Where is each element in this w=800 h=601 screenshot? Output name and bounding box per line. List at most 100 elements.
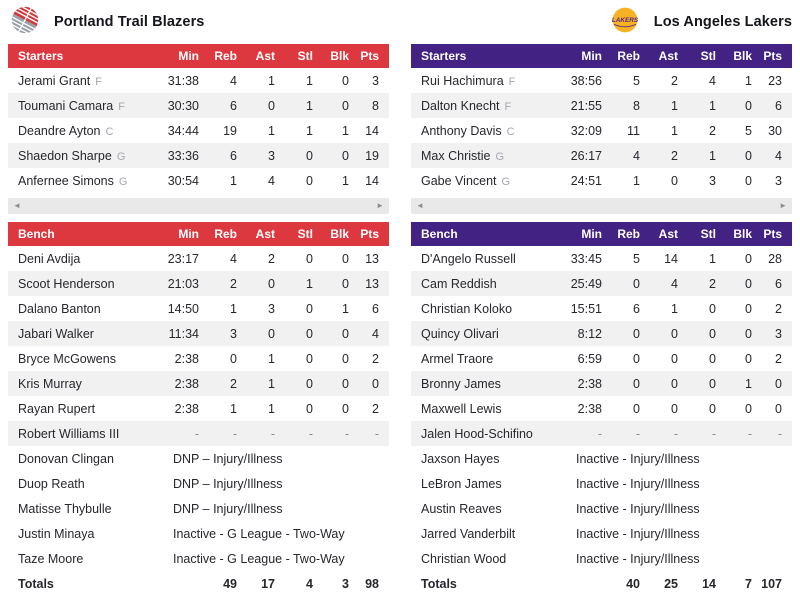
player-name-cell: Toumani Camara F <box>8 93 149 118</box>
stat-pts: 2 <box>372 401 379 416</box>
player-name-cell: Deandre Ayton C <box>8 118 149 143</box>
stat-reb: 0 <box>230 351 237 366</box>
player-row: Scoot Henderson 21:03 2 0 1 0 13 <box>8 271 389 296</box>
stat-min: 2:38 <box>577 401 602 416</box>
totals-label: Totals <box>421 576 457 591</box>
stat-stl: 1 <box>306 123 313 138</box>
total-stl: 4 <box>306 576 313 591</box>
player-name: Kris Murray <box>18 376 82 391</box>
player-name-cell: Cam Reddish <box>411 271 552 296</box>
stat-blk: - <box>716 421 752 446</box>
stat-blk: 0 <box>745 351 752 366</box>
total-ast: 17 <box>261 576 275 591</box>
bench-header-row: Bench Min Reb Ast Stl Blk Pts <box>8 222 389 246</box>
player-status: Inactive - Injury/Illness <box>576 526 700 541</box>
section-label: Bench <box>411 222 552 246</box>
lakers-horizontal-scrollbar[interactable]: ◄ ► <box>411 198 792 214</box>
stat-ast: 0 <box>237 93 275 118</box>
player-row: Jabari Walker 11:34 3 0 0 0 4 <box>8 321 389 346</box>
col-header-min: Min <box>149 222 199 246</box>
player-name: Jerami Grant <box>18 73 91 88</box>
player-row: Deandre Ayton C 34:44 19 1 1 1 14 <box>8 118 389 143</box>
player-name: Christian Wood <box>421 551 507 566</box>
stat-min: 2:38 <box>174 401 199 416</box>
stat-reb: 8 <box>602 93 640 118</box>
stat-blk: 0 <box>745 301 752 316</box>
scroll-left-icon[interactable]: ◄ <box>416 201 424 210</box>
stat-pts: - <box>349 421 389 446</box>
total-pts: 107 <box>761 576 782 591</box>
stat-pts: 0 <box>775 401 782 416</box>
player-row: Bronny James 2:38 0 0 0 1 0 <box>411 371 792 396</box>
col-header-blk: Blk <box>716 44 752 68</box>
scroll-right-icon[interactable]: ► <box>376 201 384 210</box>
stat-reb: 0 <box>602 321 640 346</box>
total-blk: 3 <box>342 576 349 591</box>
stat-ast: 2 <box>640 143 678 168</box>
stat-ast: 0 <box>640 321 678 346</box>
player-row: Cam Reddish 25:49 0 4 2 0 6 <box>411 271 792 296</box>
section-label: Bench <box>8 222 149 246</box>
stat-min: 31:38 <box>167 73 199 88</box>
stat-blk: 0 <box>342 351 349 366</box>
starters-header-row: Starters Min Reb Ast Stl Blk Pts <box>8 44 389 68</box>
player-name-cell: Jaxson Hayes <box>411 446 552 471</box>
starters-header-row: Starters Min Reb Ast Stl Blk Pts <box>411 44 792 68</box>
stat-pts: 4 <box>752 143 792 168</box>
stat-stl: - <box>678 421 716 446</box>
player-row: Justin Minaya Inactive - G League - Two-W… <box>8 521 389 546</box>
stat-blk: 0 <box>716 93 752 118</box>
player-status: Inactive - G League - Two-Way <box>173 551 345 566</box>
player-position: F <box>118 100 125 113</box>
col-header-reb: Reb <box>199 222 237 246</box>
stat-pts: 3 <box>775 173 782 188</box>
team-name: Los Angeles Lakers <box>653 14 792 30</box>
player-name-cell: Bronny James <box>411 371 552 396</box>
total-stl: 14 <box>702 576 716 591</box>
stat-reb: 6 <box>199 143 237 168</box>
stat-blk: 0 <box>342 251 349 266</box>
stat-reb: 11 <box>627 123 640 138</box>
player-name-cell: Armel Traore <box>411 346 552 371</box>
player-name-cell: Anthony Davis C <box>411 118 552 143</box>
player-row: Jerami Grant F 31:38 4 1 1 0 3 <box>8 68 389 93</box>
stat-pts: 30 <box>768 123 782 138</box>
stat-blk: 0 <box>745 401 752 416</box>
stat-ast: 4 <box>268 173 275 188</box>
col-header-min: Min <box>149 44 199 68</box>
stat-stl: - <box>275 421 313 446</box>
stat-reb: 5 <box>633 251 640 266</box>
stat-stl: 0 <box>678 371 716 396</box>
col-header-stl: Stl <box>678 44 716 68</box>
player-name: D'Angelo Russell <box>421 251 516 266</box>
stat-blk: 0 <box>716 271 752 296</box>
trail-blazers-horizontal-scrollbar[interactable]: ◄ ► <box>8 198 389 214</box>
player-name: Shaedon Sharpe <box>18 148 112 163</box>
stat-min: 32:09 <box>570 123 602 138</box>
stat-reb: 1 <box>230 401 237 416</box>
stat-stl: 0 <box>306 173 313 188</box>
player-name: Robert Williams III <box>18 426 120 441</box>
player-name: Duop Reath <box>18 476 85 491</box>
player-status: DNP – Injury/Illness <box>173 476 283 491</box>
scroll-left-icon[interactable]: ◄ <box>13 201 21 210</box>
stat-pts: 4 <box>349 321 389 346</box>
col-header-stl: Stl <box>275 44 313 68</box>
player-position: G <box>495 150 505 163</box>
stat-ast: 1 <box>671 123 678 138</box>
player-status: Inactive - Injury/Illness <box>576 476 700 491</box>
player-row: Maxwell Lewis 2:38 0 0 0 0 0 <box>411 396 792 421</box>
stat-pts: 14 <box>365 123 379 138</box>
player-name: Quincy Olivari <box>421 326 499 341</box>
total-blk: 7 <box>745 576 752 591</box>
stat-reb: - <box>602 421 640 446</box>
col-header-pts: Pts <box>349 222 389 246</box>
stat-min: - <box>552 421 602 446</box>
player-name: Dalton Knecht <box>421 98 500 113</box>
scroll-right-icon[interactable]: ► <box>779 201 787 210</box>
stat-pts: 13 <box>349 271 389 296</box>
stat-pts: 28 <box>768 251 782 266</box>
player-name-cell: Jalen Hood-Schifino <box>411 421 552 446</box>
player-name-cell: LeBron James <box>411 471 552 496</box>
stat-min: 21:55 <box>552 93 602 118</box>
